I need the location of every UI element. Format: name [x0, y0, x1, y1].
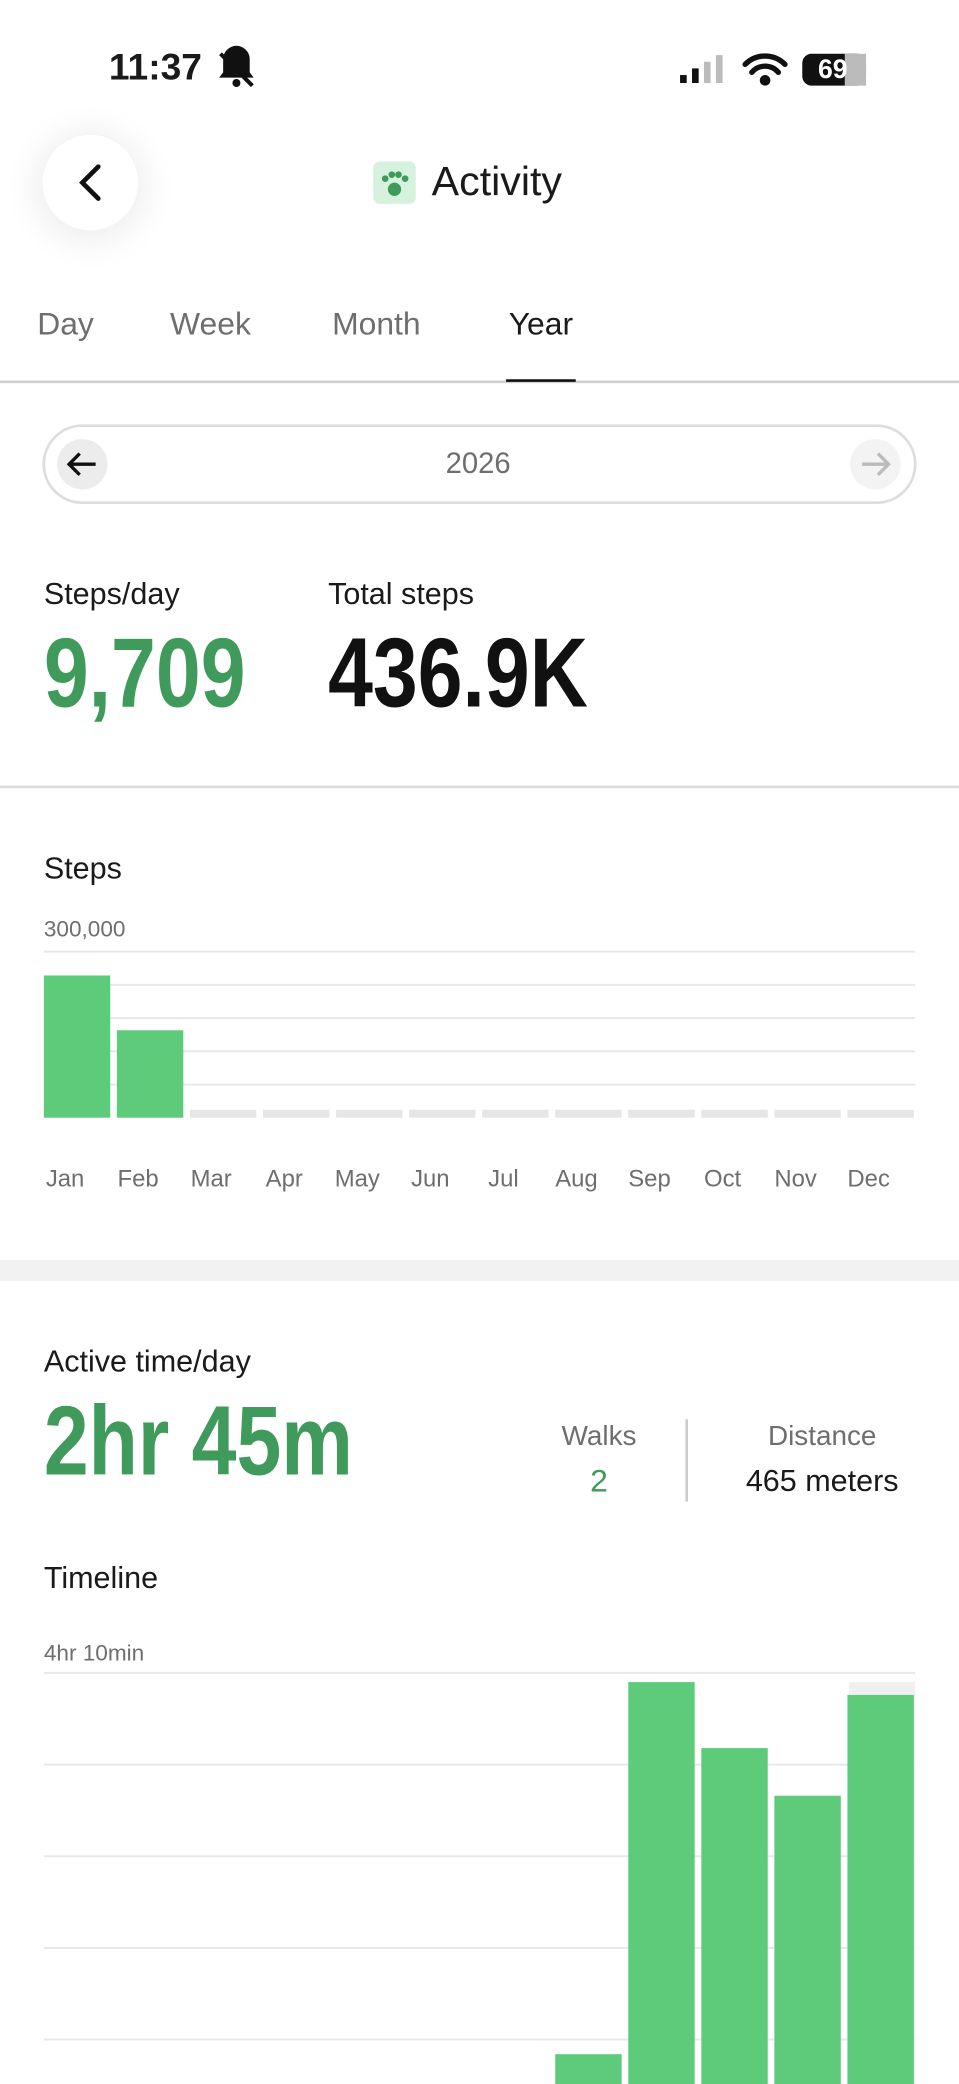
steps-per-day-value: 9,709 [44, 619, 246, 728]
total-steps-label: Total steps [328, 577, 474, 611]
battery-level: 69 [818, 54, 848, 84]
paw-icon [373, 161, 416, 204]
chart-title: Timeline [44, 1561, 158, 1595]
bar-placeholder [262, 1109, 330, 1118]
bar [116, 1030, 184, 1118]
chart-title: Steps [44, 852, 122, 886]
bar-placeholder [847, 1109, 914, 1118]
page-title: Activity [432, 158, 563, 204]
tab[interactable]: Day [37, 305, 94, 341]
bar [43, 975, 111, 1118]
back-icon[interactable] [79, 164, 101, 201]
bar [847, 1694, 914, 2084]
bar-placeholder [628, 1109, 695, 1118]
bar-placeholder [701, 1109, 768, 1118]
x-tick-label: Mar [191, 1165, 232, 1192]
status-time: 11:37 [109, 46, 202, 88]
x-tick-label: Feb [118, 1165, 159, 1192]
period-label: 2026 [446, 448, 511, 480]
bar-placeholder [336, 1109, 403, 1118]
bar [555, 2054, 622, 2084]
x-tick-label: Jul [488, 1165, 519, 1192]
y-tick-label: 300,000 [44, 916, 126, 941]
tab[interactable]: Year [509, 305, 574, 341]
active-value: 2hr 45m [44, 1387, 353, 1496]
x-tick-label: Oct [704, 1165, 742, 1192]
mute-icon [219, 45, 254, 88]
bar-placeholder [482, 1109, 549, 1118]
section-gap [0, 1259, 959, 1282]
bar-placeholder [189, 1109, 257, 1118]
y-tick-label: 4hr 10min [44, 1640, 144, 1665]
tab[interactable]: Month [332, 305, 421, 341]
back-button[interactable] [42, 134, 139, 231]
bar-placeholder [555, 1109, 622, 1118]
active-label: Active time/day [44, 1345, 252, 1379]
signal-icon [680, 55, 723, 83]
period-selector [42, 424, 917, 505]
x-tick-label: Dec [847, 1165, 890, 1192]
x-tick-label: Sep [628, 1165, 671, 1192]
bar [774, 1795, 841, 2084]
bar [701, 1748, 768, 2084]
total-steps-value: 436.9K [328, 619, 588, 728]
x-tick-label: Jan [46, 1165, 85, 1192]
walks-label: Walks [562, 1420, 637, 1451]
x-tick-label: May [335, 1165, 380, 1192]
x-tick-label: Nov [774, 1165, 817, 1192]
walks-value: 2 [590, 1462, 608, 1498]
x-tick-label: Jun [411, 1165, 450, 1192]
battery-icon: 69 [802, 53, 867, 86]
bar-placeholder [409, 1109, 476, 1118]
distance-value: 465 meters [746, 1464, 899, 1498]
x-tick-label: Aug [555, 1165, 598, 1192]
prev-icon[interactable] [66, 452, 96, 477]
next-icon[interactable] [862, 452, 891, 477]
distance-label: Distance [768, 1420, 876, 1451]
tab[interactable]: Week [170, 305, 251, 341]
x-tick-label: Apr [266, 1165, 303, 1192]
wifi-icon [742, 53, 788, 86]
bar [628, 1682, 695, 2084]
steps-per-day-label: Steps/day [44, 577, 181, 611]
bar-placeholder [774, 1109, 841, 1118]
